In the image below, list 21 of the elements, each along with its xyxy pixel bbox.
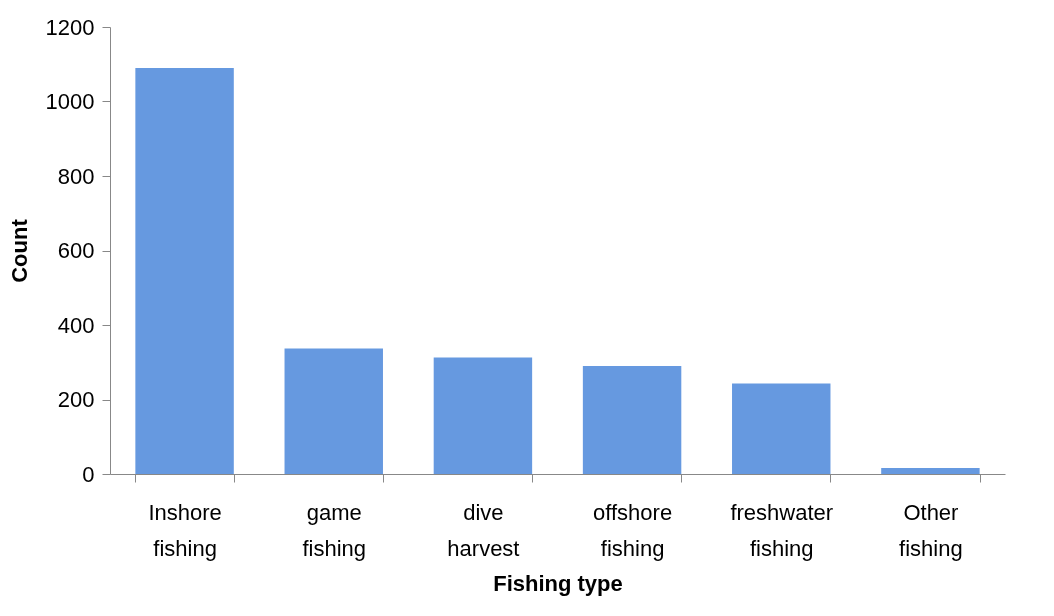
y-tick-label: 600 <box>57 238 95 263</box>
bar <box>135 67 234 474</box>
x-tick-label: offshore fishing <box>593 499 673 561</box>
bar <box>582 365 682 474</box>
x-tick-label: Other fishing <box>899 499 963 561</box>
x-tick-label: dive harvest <box>447 499 520 561</box>
x-tick-label: freshwater fishing <box>730 499 834 561</box>
bar <box>284 348 383 474</box>
bar <box>881 468 980 474</box>
x-tick-label: Inshore fishing <box>148 499 222 561</box>
y-tick-label: 800 <box>57 163 95 189</box>
y-tick-label: 1200 <box>45 14 95 40</box>
y-axis-title: Count <box>6 218 32 283</box>
bar <box>732 383 831 474</box>
y-tick-label: 400 <box>57 312 95 338</box>
bar <box>433 357 533 474</box>
x-tick-label: game fishing <box>302 499 367 561</box>
y-tick-label: 0 <box>82 461 95 487</box>
x-axis-title: Fishing type <box>493 570 623 596</box>
y-tick-label: 1000 <box>45 89 95 114</box>
y-tick-label: 200 <box>57 387 95 412</box>
